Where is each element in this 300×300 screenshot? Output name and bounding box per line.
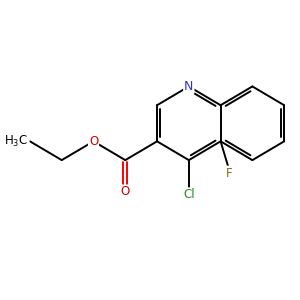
Text: O: O xyxy=(121,185,130,198)
Text: Cl: Cl xyxy=(183,188,195,201)
Text: O: O xyxy=(89,135,98,148)
Text: H$_3$C: H$_3$C xyxy=(4,134,28,149)
Text: N: N xyxy=(184,80,194,93)
Text: F: F xyxy=(226,167,232,180)
